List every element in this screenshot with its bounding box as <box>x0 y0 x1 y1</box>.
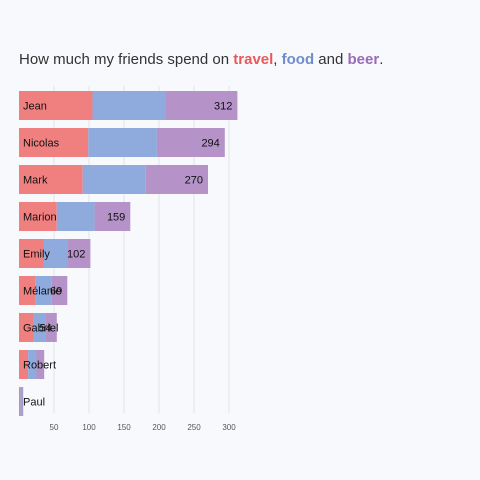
category-label: Mark <box>23 175 48 187</box>
bar-segment-food <box>35 276 52 305</box>
bar-segment-food <box>88 128 157 157</box>
total-value-label: 54 <box>40 323 52 335</box>
labels: Jean 312 Nicolas 294 Mark 270 Marion 159 Emily 10… <box>23 101 232 409</box>
total-value-label: 294 <box>201 138 219 150</box>
title-beer: beer <box>347 51 380 68</box>
title-separator: and <box>314 51 348 68</box>
title-separator: , <box>273 51 282 68</box>
bar-segment-travel <box>19 239 44 268</box>
total-value-label: 312 <box>214 101 232 113</box>
bar-segment-travel <box>19 202 57 231</box>
x-tick-label: 200 <box>152 423 166 432</box>
bar-segment-travel <box>19 313 33 342</box>
bar-segment-travel <box>19 165 83 194</box>
category-label: Gabriel <box>23 323 58 335</box>
bar-segment-beer <box>45 313 57 342</box>
title-food: food <box>281 51 315 68</box>
bar-segment-travel <box>19 350 29 379</box>
bar-segment-travel <box>19 276 36 305</box>
bar-segment-beer <box>94 202 131 231</box>
bar-segment-food <box>28 350 37 379</box>
x-tick-label: 150 <box>117 423 131 432</box>
title-travel: travel <box>233 51 274 68</box>
x-tick-label: 250 <box>187 423 201 432</box>
x-tick-label: 300 <box>222 423 236 432</box>
bar-segment-travel <box>19 387 21 416</box>
category-label: Marion <box>23 212 57 224</box>
title-prefix: How much my friends spend on <box>19 51 234 68</box>
total-value-label: 159 <box>107 212 125 224</box>
bar-segment-beer <box>166 91 238 120</box>
category-label: Emily <box>23 249 50 261</box>
bar-segment-food <box>92 91 166 120</box>
bar-segment-beer <box>22 387 24 416</box>
bar-segment-travel <box>19 91 93 120</box>
bar-segment-travel <box>19 128 89 157</box>
title-suffix: . <box>379 51 384 68</box>
total-value-label: 69 <box>50 286 62 298</box>
x-tick-label: 50 <box>50 423 59 432</box>
bar-segment-beer <box>68 239 91 268</box>
bar-segment-food <box>33 313 46 342</box>
category-label: Paul <box>23 397 45 409</box>
bar-segment-food <box>56 202 95 231</box>
bar-segment-food <box>82 165 146 194</box>
category-label: Jean <box>23 101 47 113</box>
x-axis: 50 100 150 200 250 300 <box>50 423 237 432</box>
x-tick-label: 100 <box>82 423 96 432</box>
chart-title: How much my friends spend on travel, foo… <box>19 51 383 68</box>
category-label: Nicolas <box>23 138 60 150</box>
bar-segment-beer <box>36 350 45 379</box>
bar-segment-beer <box>145 165 208 194</box>
category-label: Robert <box>23 360 56 372</box>
category-label: Mélanie <box>23 286 62 298</box>
bar-segment-beer <box>51 276 68 305</box>
total-value-label: 102 <box>67 249 85 261</box>
bar-segment-food <box>43 239 68 268</box>
total-value-label: 270 <box>185 175 203 187</box>
bar-segment-beer <box>156 128 225 157</box>
bar-segment-food <box>20 387 23 416</box>
bars <box>19 91 238 416</box>
